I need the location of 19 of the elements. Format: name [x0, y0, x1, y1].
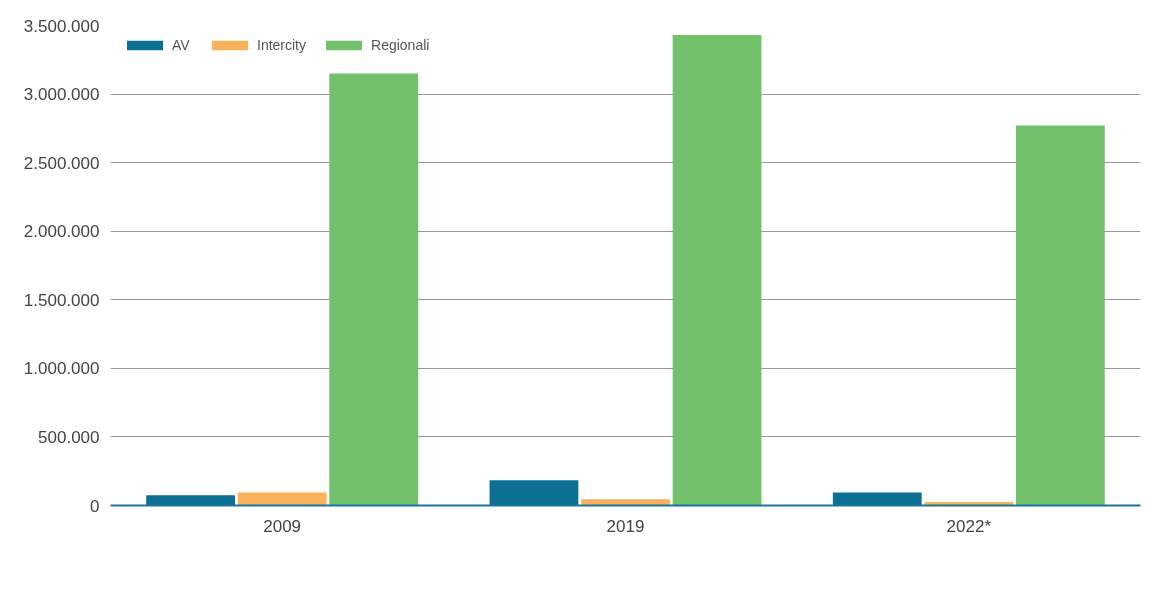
legend-label: AV: [172, 37, 191, 53]
bar: [237, 492, 327, 506]
x-tick-label: 2019: [606, 516, 645, 536]
y-tick-label: 500.000: [38, 427, 100, 447]
legend-label: Regionali: [371, 37, 430, 53]
y-tick-label: 1.000.000: [23, 359, 100, 379]
y-tick-label: 3.500.000: [23, 16, 100, 36]
bar: [672, 35, 762, 506]
x-tick-label: 2022*: [946, 516, 992, 536]
legend-label: Intercity: [257, 37, 307, 53]
x-tick-label: 2009: [263, 516, 302, 536]
y-tick-label: 0: [90, 496, 100, 516]
bar: [1015, 125, 1105, 506]
y-tick-label: 3.000.000: [23, 85, 100, 105]
bar: [581, 499, 670, 506]
bar: [329, 73, 419, 506]
y-tick-label: 2.000.000: [23, 222, 100, 242]
y-tick-label: 2.500.000: [23, 153, 100, 173]
y-tick-label: 1.500.000: [23, 290, 100, 310]
